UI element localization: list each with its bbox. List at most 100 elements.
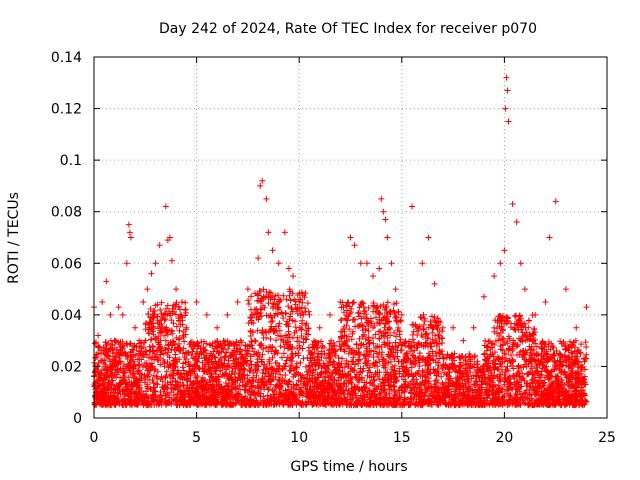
roti-point-bg: [150, 323, 157, 330]
roti-point-bg: [154, 368, 161, 375]
roti-point-bg: [246, 368, 253, 375]
roti-point-bg: [365, 304, 372, 311]
roti-point-bg: [371, 303, 378, 310]
roti-point-bg: [180, 367, 187, 374]
roti-point-bg: [162, 337, 169, 344]
roti-point-bg: [510, 365, 517, 372]
roti-point-bg: [261, 304, 268, 311]
roti-point-bg: [382, 330, 389, 337]
roti-point-bg: [274, 292, 281, 299]
roti-point-bg: [501, 358, 508, 365]
roti-point-bg: [311, 348, 318, 355]
roti-point-bg: [508, 352, 515, 359]
roti-point-bg: [288, 352, 295, 359]
roti-point-bg: [432, 350, 439, 357]
roti-point-bg: [320, 344, 327, 351]
roti-point-bg: [345, 343, 352, 350]
roti-point-bg: [270, 375, 277, 382]
roti-point-bg: [255, 363, 262, 370]
roti-point-bg: [468, 375, 475, 382]
roti-point-bg: [276, 320, 283, 327]
roti-point-bg: [293, 369, 300, 376]
roti-point-bg: [223, 382, 230, 389]
roti-point-bg: [182, 299, 189, 306]
roti-point-bg: [280, 350, 287, 357]
roti-point-bg: [516, 388, 523, 395]
roti-point-bg: [208, 352, 215, 359]
roti-point-bg: [302, 305, 309, 312]
roti-point-bg: [277, 343, 284, 350]
roti-point-bg: [391, 300, 398, 307]
roti-point-bg: [252, 290, 259, 297]
roti-point-bg: [570, 342, 577, 349]
roti-point-bg: [423, 330, 430, 337]
data-points: [91, 74, 590, 409]
roti-point-bg: [338, 304, 345, 311]
roti-point-bg: [394, 353, 401, 360]
roti-point-bg: [495, 382, 502, 389]
roti-point-bg: [158, 299, 165, 306]
roti-point-bg: [559, 379, 566, 386]
roti-point-bg: [160, 350, 167, 357]
roti-point-bg: [398, 318, 405, 325]
roti-point-bg: [348, 336, 355, 343]
roti-point-bg: [371, 376, 378, 383]
roti-point-bg: [435, 318, 442, 325]
roti-point-bg: [567, 338, 574, 345]
roti-point-bg: [341, 346, 348, 353]
roti-point-bg: [521, 320, 528, 327]
roti-point-bg: [106, 356, 113, 363]
roti-point-bg: [251, 337, 258, 344]
roti-point-bg: [181, 338, 188, 345]
roti-point-bg: [222, 379, 229, 386]
roti-point-bg: [292, 324, 299, 331]
roti-point-bg: [278, 309, 285, 316]
roti-point-bg: [308, 372, 315, 379]
roti-point-bg: [145, 330, 152, 337]
roti-point-bg: [342, 386, 349, 393]
roti-point-bg: [254, 327, 261, 334]
roti-point-bg: [349, 328, 356, 335]
roti-point-bg: [258, 375, 265, 382]
roti-point-bg: [371, 362, 378, 369]
roti-point-bg: [420, 325, 427, 332]
roti-point-bg: [161, 332, 168, 339]
roti-point-bg: [381, 306, 388, 313]
roti-point-bg: [350, 299, 357, 306]
roti-point-bg: [154, 381, 161, 388]
roti-point-bg: [304, 371, 311, 378]
roti-point-bg: [255, 310, 262, 317]
roti-point-bg: [124, 341, 131, 348]
roti-point-bg: [436, 355, 443, 362]
roti-point-bg: [168, 317, 175, 324]
roti-point-bg: [375, 354, 382, 361]
roti-point-bg: [531, 326, 538, 333]
roti-point-bg: [424, 371, 431, 378]
roti-point-bg: [269, 354, 276, 361]
roti-point-bg: [280, 292, 287, 299]
roti-point-bg: [302, 322, 309, 329]
roti-point-bg: [501, 381, 508, 388]
roti-point-bg: [444, 370, 451, 377]
roti-point-bg: [352, 350, 359, 357]
roti-point-bg: [350, 354, 357, 361]
roti-point-bg: [503, 355, 509, 362]
roti-point-bg: [383, 303, 390, 310]
roti-point-bg: [436, 341, 443, 348]
roti-point-bg: [267, 381, 274, 388]
roti-point-bg: [495, 337, 502, 344]
roti-point-bg: [547, 346, 554, 353]
roti-point-bg: [506, 380, 513, 387]
roti-point-bg: [144, 367, 151, 374]
roti-point-bg: [352, 316, 359, 323]
roti-point-bg: [385, 318, 392, 325]
roti-point-bg: [341, 364, 348, 371]
roti-point-bg: [497, 329, 504, 336]
roti-point-bg: [266, 343, 273, 350]
roti-point-bg: [176, 327, 183, 334]
roti-point-bg: [274, 332, 281, 339]
roti-point-bg: [522, 389, 529, 396]
roti-point-bg: [376, 358, 383, 365]
roti-point-bg: [533, 343, 540, 350]
